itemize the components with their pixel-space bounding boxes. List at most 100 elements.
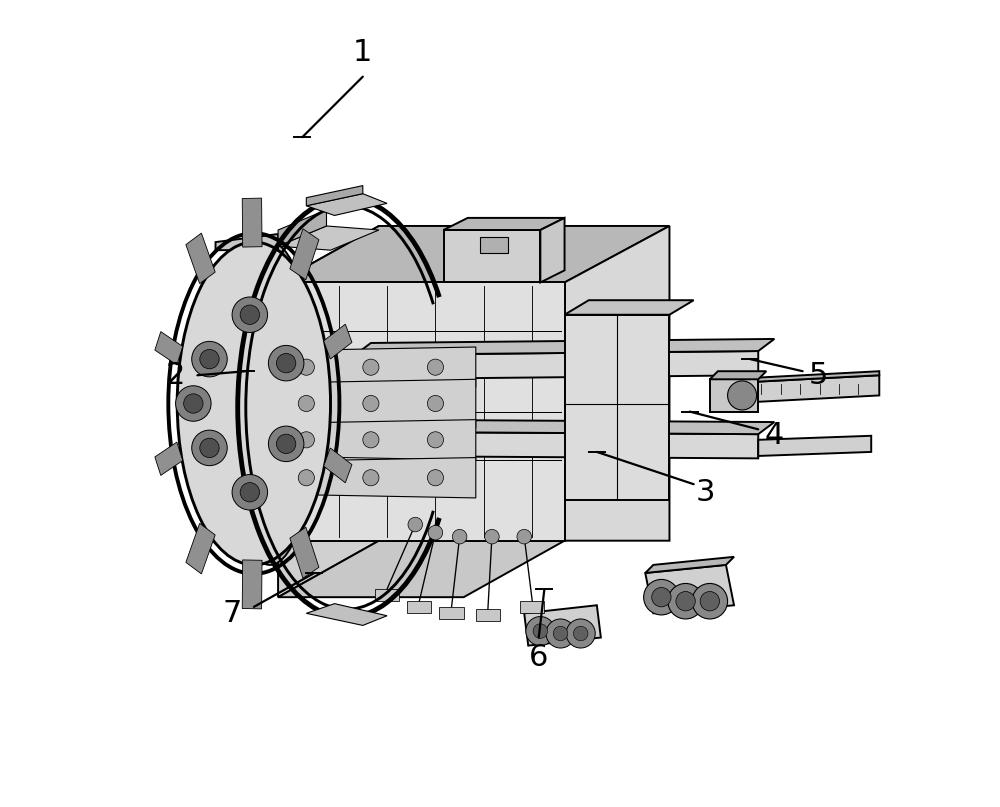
Polygon shape bbox=[645, 557, 734, 573]
Circle shape bbox=[200, 438, 219, 458]
Circle shape bbox=[700, 592, 720, 611]
Circle shape bbox=[298, 470, 314, 486]
Polygon shape bbox=[355, 432, 758, 458]
Polygon shape bbox=[258, 458, 476, 498]
Polygon shape bbox=[290, 228, 319, 280]
Text: 6: 6 bbox=[529, 643, 548, 672]
Circle shape bbox=[517, 529, 531, 544]
Polygon shape bbox=[324, 448, 352, 483]
Polygon shape bbox=[540, 218, 565, 282]
Polygon shape bbox=[444, 218, 565, 230]
Polygon shape bbox=[758, 436, 871, 456]
Polygon shape bbox=[186, 524, 215, 574]
Circle shape bbox=[573, 626, 588, 641]
Polygon shape bbox=[278, 541, 565, 597]
Bar bbox=[520, 601, 544, 613]
Circle shape bbox=[526, 617, 555, 646]
Polygon shape bbox=[290, 527, 319, 579]
Circle shape bbox=[240, 483, 260, 502]
Circle shape bbox=[232, 475, 268, 510]
Polygon shape bbox=[306, 194, 387, 215]
Polygon shape bbox=[710, 371, 766, 379]
Polygon shape bbox=[155, 442, 183, 475]
Polygon shape bbox=[278, 226, 379, 597]
Circle shape bbox=[427, 432, 444, 448]
Circle shape bbox=[546, 619, 575, 648]
Circle shape bbox=[668, 583, 703, 619]
Circle shape bbox=[566, 619, 595, 648]
Bar bbox=[375, 589, 399, 601]
Polygon shape bbox=[524, 605, 601, 646]
Polygon shape bbox=[355, 351, 758, 379]
Circle shape bbox=[533, 624, 548, 638]
Ellipse shape bbox=[177, 242, 331, 565]
Polygon shape bbox=[355, 339, 774, 355]
Circle shape bbox=[728, 381, 757, 410]
Text: 2: 2 bbox=[166, 361, 185, 390]
Circle shape bbox=[676, 592, 695, 611]
Polygon shape bbox=[278, 210, 326, 246]
Polygon shape bbox=[186, 233, 215, 283]
Polygon shape bbox=[726, 375, 879, 404]
Circle shape bbox=[363, 432, 379, 448]
Polygon shape bbox=[242, 198, 262, 247]
Polygon shape bbox=[324, 324, 352, 359]
Circle shape bbox=[452, 529, 467, 544]
Polygon shape bbox=[355, 420, 774, 434]
Polygon shape bbox=[444, 230, 540, 282]
Polygon shape bbox=[565, 300, 694, 315]
Polygon shape bbox=[258, 420, 476, 460]
Bar bbox=[476, 609, 500, 621]
Circle shape bbox=[363, 359, 379, 375]
Circle shape bbox=[276, 434, 296, 454]
Circle shape bbox=[652, 587, 671, 607]
Circle shape bbox=[427, 470, 444, 486]
Text: 5: 5 bbox=[809, 361, 828, 390]
Polygon shape bbox=[278, 226, 669, 282]
Polygon shape bbox=[645, 565, 734, 613]
Circle shape bbox=[276, 353, 296, 373]
Polygon shape bbox=[565, 315, 669, 500]
Circle shape bbox=[192, 430, 227, 466]
Circle shape bbox=[298, 395, 314, 412]
Circle shape bbox=[408, 517, 423, 532]
Circle shape bbox=[427, 395, 444, 412]
Bar bbox=[439, 607, 464, 619]
Circle shape bbox=[200, 349, 219, 369]
Bar bbox=[407, 601, 431, 613]
Polygon shape bbox=[242, 560, 262, 609]
Text: 4: 4 bbox=[765, 421, 784, 450]
Polygon shape bbox=[565, 226, 669, 541]
Polygon shape bbox=[306, 186, 363, 206]
Circle shape bbox=[427, 359, 444, 375]
Polygon shape bbox=[258, 379, 476, 428]
Polygon shape bbox=[306, 604, 387, 625]
Polygon shape bbox=[480, 237, 508, 253]
Text: 7: 7 bbox=[222, 599, 242, 628]
Polygon shape bbox=[710, 379, 758, 412]
Circle shape bbox=[268, 345, 304, 381]
Ellipse shape bbox=[224, 242, 316, 565]
Circle shape bbox=[268, 426, 304, 462]
Circle shape bbox=[644, 579, 679, 615]
Circle shape bbox=[692, 583, 728, 619]
Circle shape bbox=[363, 395, 379, 412]
Polygon shape bbox=[278, 282, 565, 541]
Text: 1: 1 bbox=[353, 38, 372, 67]
Circle shape bbox=[553, 626, 568, 641]
Polygon shape bbox=[258, 347, 476, 387]
Polygon shape bbox=[155, 332, 183, 365]
Circle shape bbox=[363, 470, 379, 486]
Circle shape bbox=[192, 341, 227, 377]
Circle shape bbox=[298, 432, 314, 448]
Polygon shape bbox=[726, 371, 879, 383]
Circle shape bbox=[184, 394, 203, 413]
Text: 3: 3 bbox=[696, 478, 716, 507]
Polygon shape bbox=[216, 234, 278, 250]
Polygon shape bbox=[278, 226, 379, 250]
Circle shape bbox=[232, 297, 268, 332]
Circle shape bbox=[485, 529, 499, 544]
Circle shape bbox=[176, 386, 211, 421]
Circle shape bbox=[298, 359, 314, 375]
Circle shape bbox=[240, 305, 260, 324]
